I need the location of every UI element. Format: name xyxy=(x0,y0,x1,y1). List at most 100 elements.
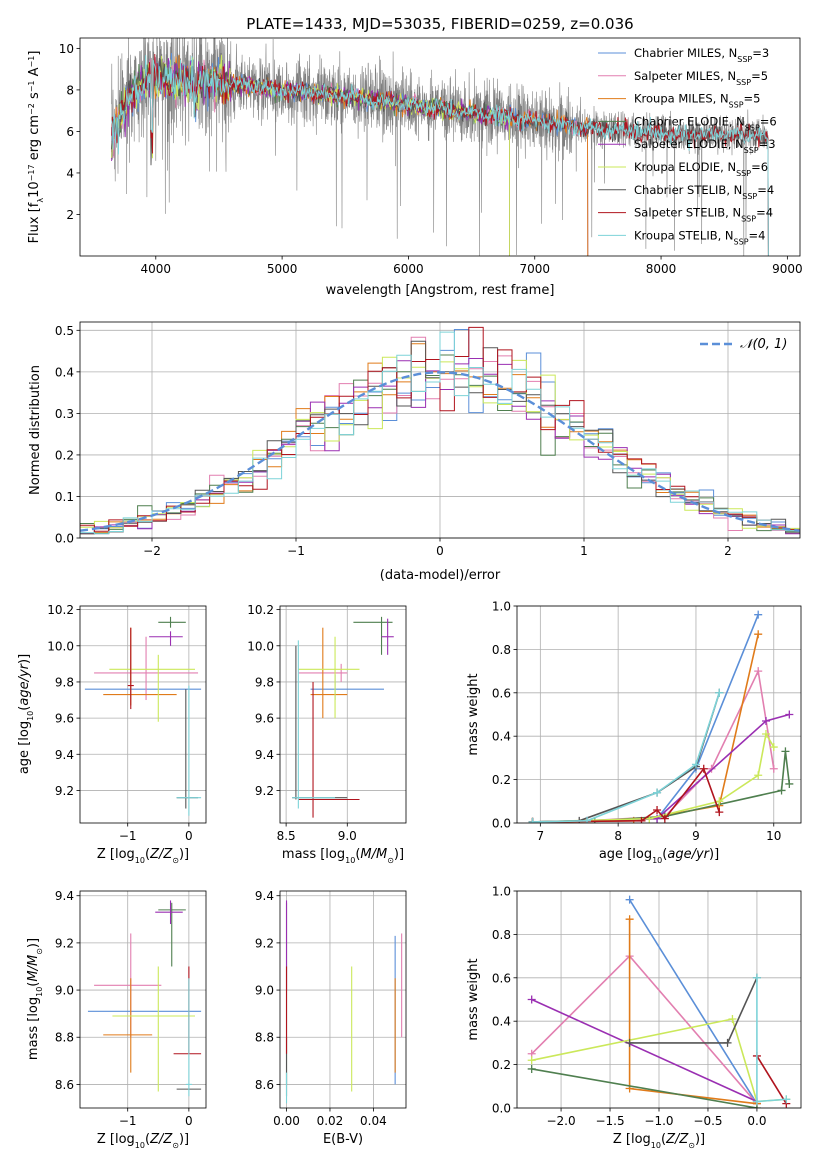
legend-entry-part: =6 xyxy=(751,160,768,174)
legend-entry-part: SSP xyxy=(736,169,751,178)
x-axis-label-part: age [log xyxy=(599,847,652,862)
y-tick-label: 8 xyxy=(66,83,74,97)
weight-marker-krou_elodie xyxy=(527,1056,536,1065)
y-tick-label: 9.2 xyxy=(55,936,74,950)
y-axis-label: Flux [fλ10−17 erg cm−2 s−1 A−1] xyxy=(27,51,45,244)
legend-entry: Kroupa STELIB, NSSP=4 xyxy=(634,228,765,246)
y-tick-label: 9.6 xyxy=(255,712,274,726)
legend-entry-part: Chabrier ELODIE, N xyxy=(634,114,745,128)
legend-entry-part: SSP xyxy=(744,146,759,155)
plot-area xyxy=(80,326,800,538)
y-axis-label-part: )] xyxy=(26,938,41,948)
weight-marker-krou_elodie xyxy=(754,771,763,780)
x-axis-label-part: )] xyxy=(394,847,404,862)
weight-marker-salp_stelib xyxy=(699,764,708,773)
y-axis-label: age [log10(age/yr)] xyxy=(17,654,35,774)
axes-frame xyxy=(516,605,802,824)
x-tick-label: −2 xyxy=(143,544,161,558)
x-axis-label-part: 10 xyxy=(345,856,355,865)
x-tick-label: −1 xyxy=(119,829,137,843)
y-tick-label: 8.8 xyxy=(255,1031,274,1045)
weight-marker-krou_stelib xyxy=(691,760,700,769)
x-axis-label: E(B-V) xyxy=(323,1132,363,1147)
legend-entry: Salpeter ELODIE, NSSP=3 xyxy=(634,137,776,155)
weight-marker-chab_miles xyxy=(625,895,634,904)
y-axis-label-part: ( xyxy=(26,982,41,987)
y-tick-label: 9.2 xyxy=(255,936,274,950)
weight-marker-salp_miles xyxy=(754,667,763,676)
legend-entry: 𝒩(0, 1) xyxy=(740,337,787,352)
y-tick-label: 9.8 xyxy=(55,675,74,689)
axes-frame xyxy=(79,321,801,539)
model-spectrum-krou_stelib xyxy=(111,55,769,256)
x-axis-label: (data-model)/error xyxy=(380,568,501,583)
mass-vs-metallicity-panel: −1 08.68.89.09.29.4Z [log10(Z/Z⊙)]mass [l… xyxy=(26,889,207,1150)
y-axis-label: Normed distribution xyxy=(28,365,43,495)
x-tick-label: 10 xyxy=(766,829,781,843)
y-tick-label: 9.0 xyxy=(255,984,274,998)
legend-entry: Salpeter MILES, NSSP=5 xyxy=(634,69,768,87)
y-tick-label: 8.6 xyxy=(255,1078,274,1092)
x-axis-label-part: ⊙ xyxy=(172,1141,179,1150)
weight-marker-krou_stelib xyxy=(653,788,662,797)
y-tick-label: 8.8 xyxy=(55,1031,74,1045)
x-axis-label-part: ⊙ xyxy=(387,856,394,865)
axes-frame xyxy=(279,605,407,824)
y-tick-label: 0.4 xyxy=(492,1015,511,1029)
x-axis-label-part: Z/Z xyxy=(149,847,173,862)
weight-marker-krou_elodie xyxy=(769,743,778,752)
x-axis-label-part: 10 xyxy=(135,1141,145,1150)
x-axis-label-part: ( xyxy=(145,1132,150,1147)
weight-marker-chab_elodie xyxy=(781,747,790,756)
y-tick-label: 0.0 xyxy=(55,532,74,546)
weight-line-chab_stelib xyxy=(629,977,758,1044)
y-axis-label-part: −2 xyxy=(27,103,36,115)
y-axis-label: mass weight xyxy=(466,958,481,1040)
x-tick-label: 0.0 xyxy=(747,1114,766,1128)
legend-entry-part: =5 xyxy=(751,69,768,83)
x-axis-label-part: ( xyxy=(661,1132,666,1147)
x-axis-label-part: 10 xyxy=(651,1141,661,1150)
y-tick-label: 10.0 xyxy=(47,639,74,653)
y-axis-label-part: λ xyxy=(36,198,45,203)
weight-line-salp_elodie xyxy=(531,998,758,1103)
y-axis-label-part: 10 xyxy=(27,181,42,198)
legend-entry: Kroupa ELODIE, NSSP=6 xyxy=(634,160,768,178)
legend-entry-part: SSP xyxy=(741,214,756,223)
legend-entry-part: Salpeter STELIB, N xyxy=(634,206,741,220)
x-tick-label: 1 xyxy=(580,544,588,558)
x-tick-label: −1 xyxy=(287,544,305,558)
weight-marker-chab_elodie xyxy=(527,1064,536,1073)
x-axis-label-part: Z/Z xyxy=(665,1132,689,1147)
x-axis-label-part: mass [log xyxy=(282,847,345,862)
weight-line-krou_elodie xyxy=(532,731,775,823)
axes-frame xyxy=(79,605,207,824)
y-axis-label-part: age/yr xyxy=(17,662,32,705)
weight-line-krou_miles xyxy=(628,919,757,1105)
weight-line-salp_stelib xyxy=(756,1055,787,1105)
residual-histogram-panel: −2 −1 0 1 2 0.0 0.1 0.2 0.3 0.4 0.5 (data-model)/er… xyxy=(28,321,801,583)
x-tick-label: 0.02 xyxy=(317,1114,344,1128)
y-tick-label: 0.2 xyxy=(55,448,74,462)
y-tick-label: 9.4 xyxy=(55,889,74,903)
weight-marker-krou_stelib xyxy=(752,973,761,982)
spectrum-panel: 4000 5000 6000 7000 8000 9000 2 4 6 8 10 wavelength… xyxy=(27,37,803,298)
weight-line-salp_elodie xyxy=(532,713,790,823)
y-tick-label: 0.3 xyxy=(55,407,74,421)
plot-area xyxy=(527,895,791,1108)
weight-line-chab_stelib xyxy=(532,692,721,823)
x-tick-label: 9.0 xyxy=(338,829,357,843)
x-axis-label: wavelength [Angstrom, rest frame] xyxy=(326,283,555,298)
legend-entry-part: =4 xyxy=(757,183,774,197)
y-axis-label-part: 10 xyxy=(26,711,35,721)
y-tick-label: 8.6 xyxy=(55,1078,74,1092)
weight-marker-chab_elodie xyxy=(785,779,794,788)
legend-entry-part: Kroupa ELODIE, N xyxy=(634,160,736,174)
x-axis-label: Z [log10(Z/Z⊙)] xyxy=(97,1132,189,1150)
weight-marker-krou_stelib xyxy=(782,1095,791,1104)
x-tick-label: 7000 xyxy=(519,262,550,276)
x-axis-label-part: )] xyxy=(695,1132,705,1147)
weight-vs-metallicity-panel: −2.0 −1.5 −1.0 −0.5 0.0 0.0 0.2 0.4 0.6 0.8 1.0 Z [… xyxy=(466,885,802,1150)
x-axis-label-part: )] xyxy=(709,847,719,862)
x-tick-label: 5000 xyxy=(267,262,298,276)
